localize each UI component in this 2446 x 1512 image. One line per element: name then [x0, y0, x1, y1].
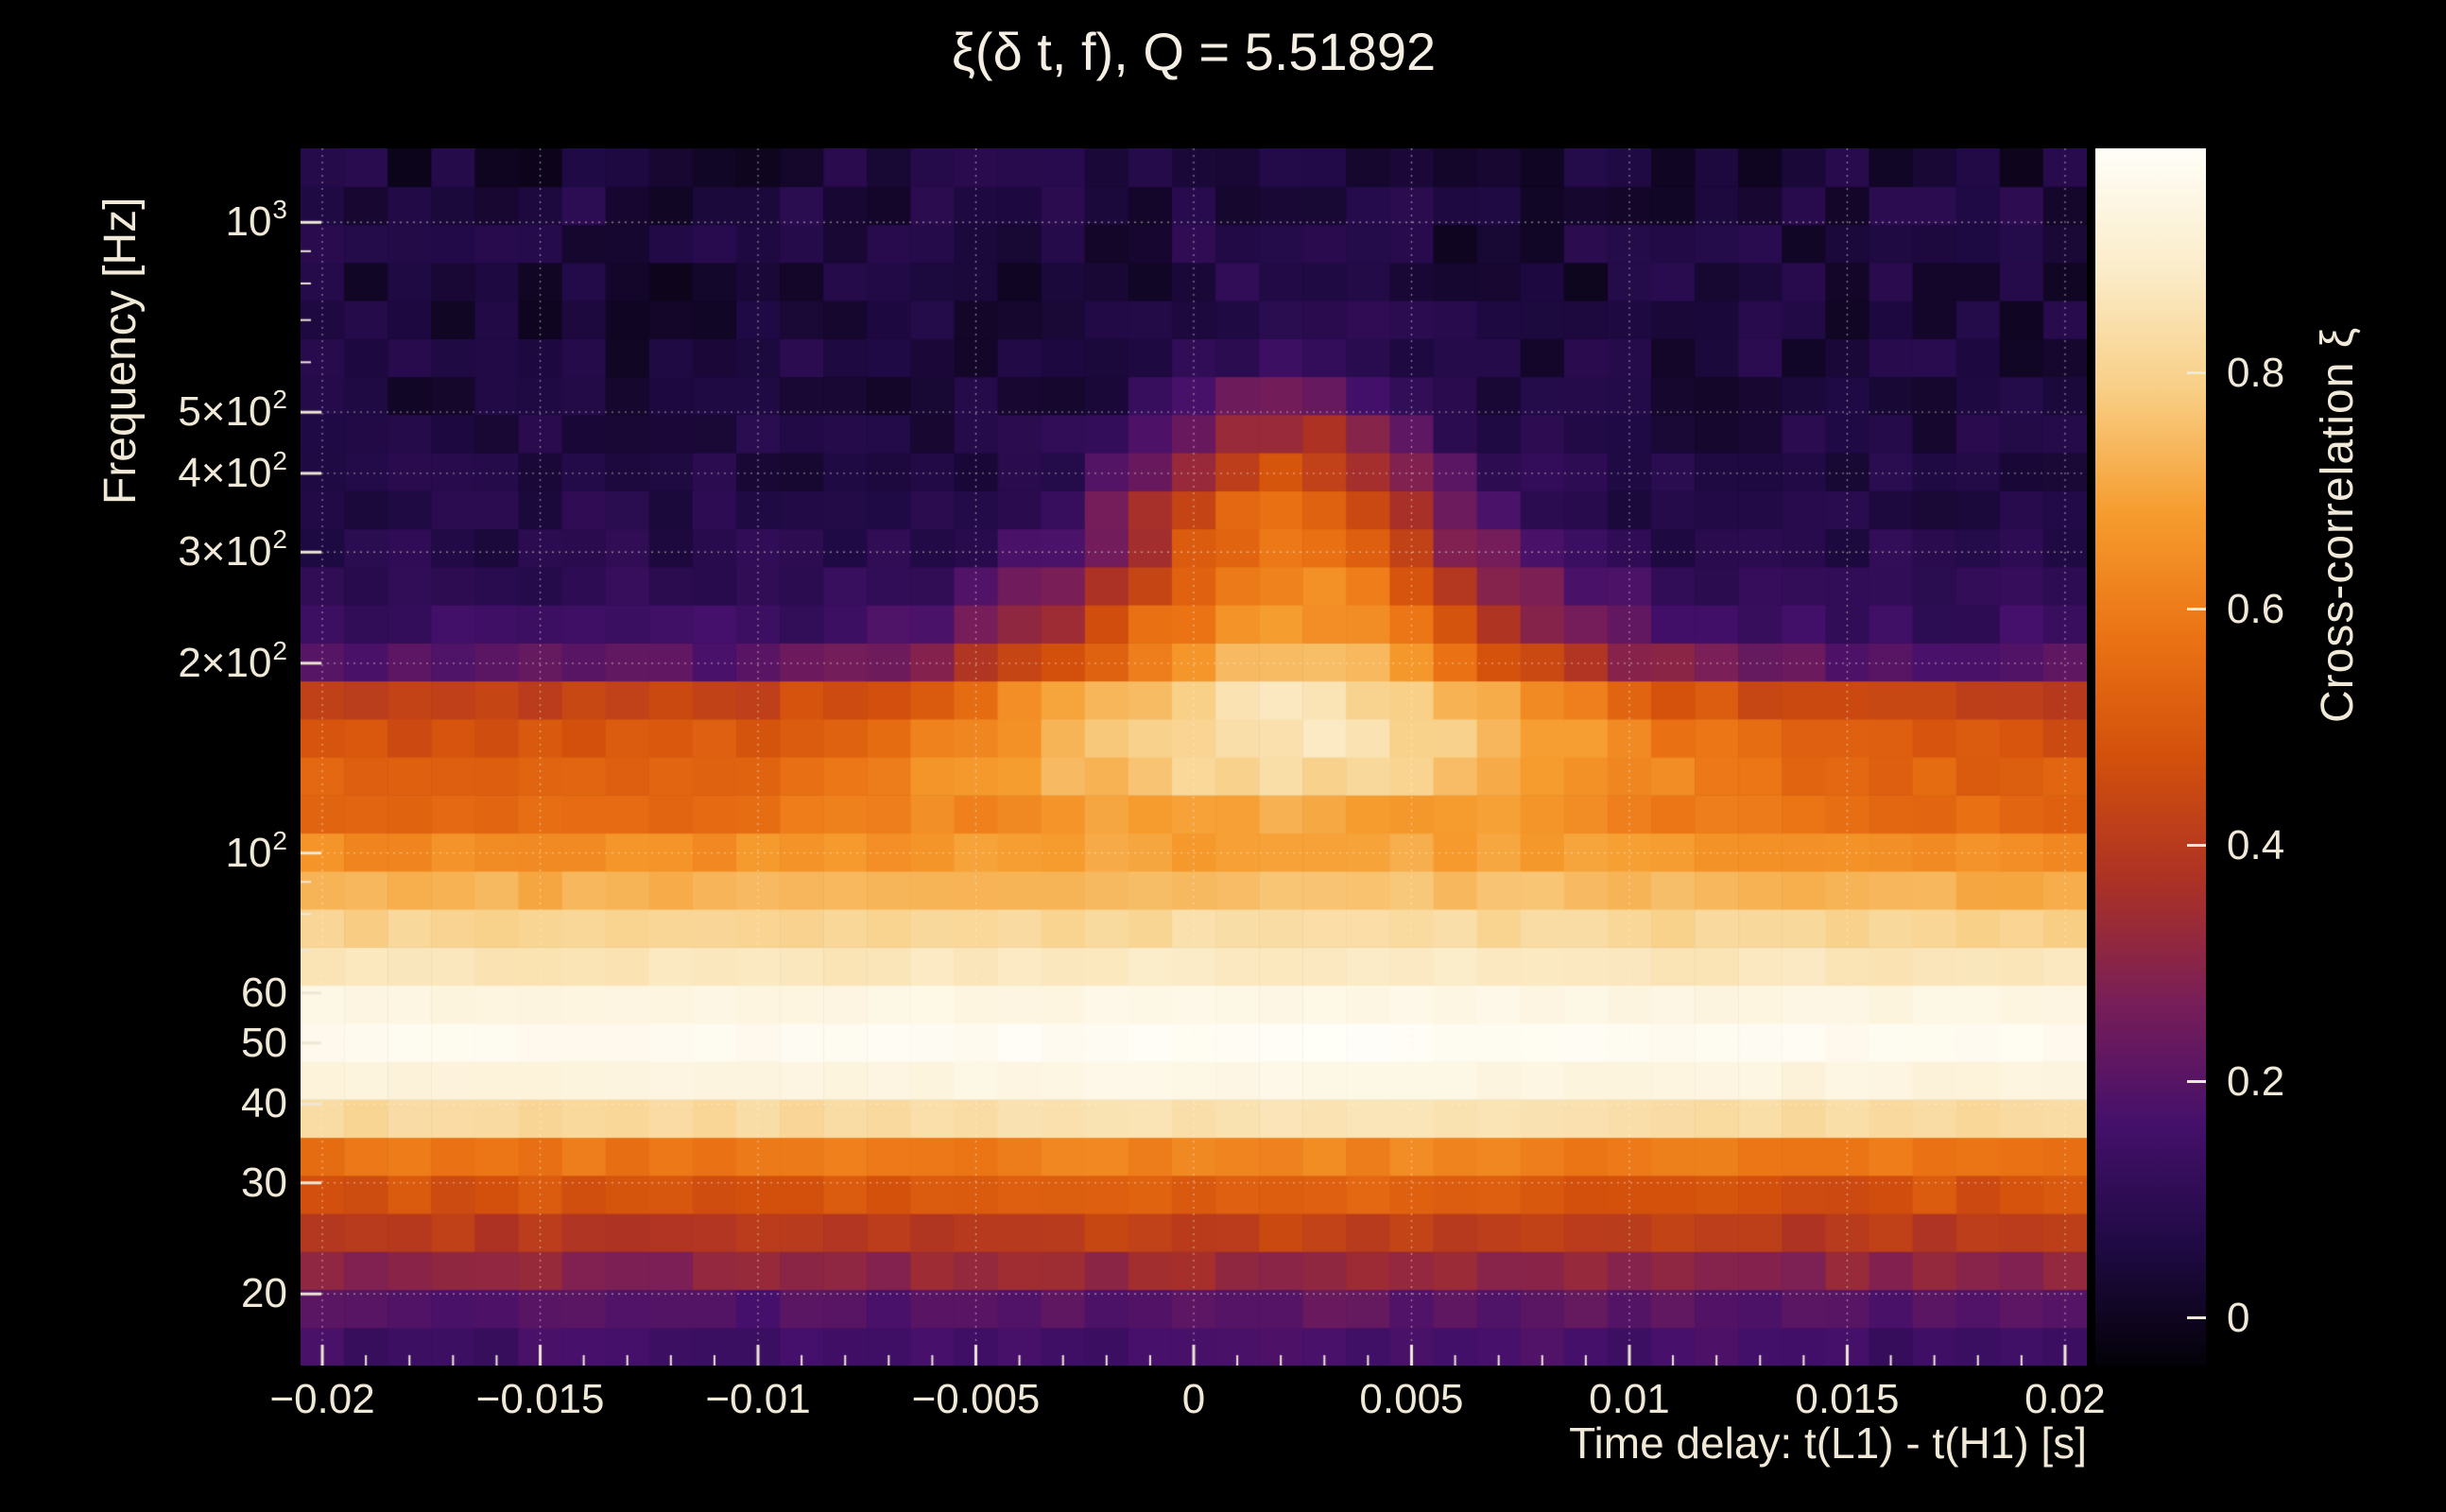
colorbar-tick-label: 0.2 — [2227, 1057, 2285, 1105]
colorbar-tick-mark — [2187, 371, 2206, 375]
y-tick-exponent: 2 — [272, 635, 287, 665]
y-tick-label: 5×102 — [178, 385, 287, 436]
colorbar-title: Cross-correlation ξ — [2313, 326, 2363, 723]
x-tick-label: 0.005 — [1359, 1376, 1464, 1422]
y-tick-exponent: 2 — [272, 524, 287, 555]
colorbar-tick-mark — [2187, 1316, 2206, 1320]
x-tick-label: −0.005 — [911, 1376, 1041, 1422]
colorbar-tick-label: 0 — [2227, 1294, 2250, 1341]
colorbar-tick-label: 0.4 — [2227, 821, 2285, 868]
y-tick-exponent: 2 — [272, 445, 287, 475]
x-axis-title: Time delay: t(L1) - t(H1) [s] — [1569, 1418, 2087, 1468]
colorbar-gradient — [2095, 148, 2206, 1366]
y-tick-label: 30 — [241, 1159, 287, 1206]
x-tick-label: 0 — [1181, 1376, 1206, 1422]
colorbar-tick-mark — [2187, 608, 2206, 611]
heatmap-plot — [301, 148, 2087, 1366]
x-tick-label: −0.02 — [269, 1376, 375, 1422]
y-tick-label: 103 — [225, 195, 287, 246]
y-tick-label: 3×102 — [178, 524, 287, 576]
y-tick-label: 102 — [225, 825, 287, 876]
x-tick-label: −0.015 — [475, 1376, 605, 1422]
y-tick-label: 40 — [241, 1080, 287, 1127]
y-tick-exponent: 2 — [272, 825, 287, 855]
y-tick-label: 60 — [241, 969, 287, 1016]
x-tick-label: 0.01 — [1589, 1376, 1670, 1422]
x-tick-label: −0.01 — [705, 1376, 811, 1422]
y-tick-label: 50 — [241, 1019, 287, 1066]
x-tick-label: 0.015 — [1795, 1376, 1900, 1422]
colorbar-tick-mark — [2187, 1080, 2206, 1084]
y-tick-label: 20 — [241, 1270, 287, 1317]
x-tick-label: 0.02 — [2024, 1376, 2106, 1422]
y-axis-title: Frequency [Hz] — [95, 197, 146, 505]
colorbar-tick-label: 0.6 — [2227, 585, 2285, 632]
y-tick-label: 2×102 — [178, 635, 287, 686]
colorbar-tick-mark — [2187, 844, 2206, 848]
chart-title: ξ(δ t, f), Q = 5.51892 — [951, 22, 1437, 81]
y-tick-label: 4×102 — [178, 445, 287, 496]
y-tick-exponent: 3 — [272, 195, 287, 225]
colorbar-tick-label: 0.8 — [2227, 349, 2285, 396]
y-tick-exponent: 2 — [272, 385, 287, 415]
